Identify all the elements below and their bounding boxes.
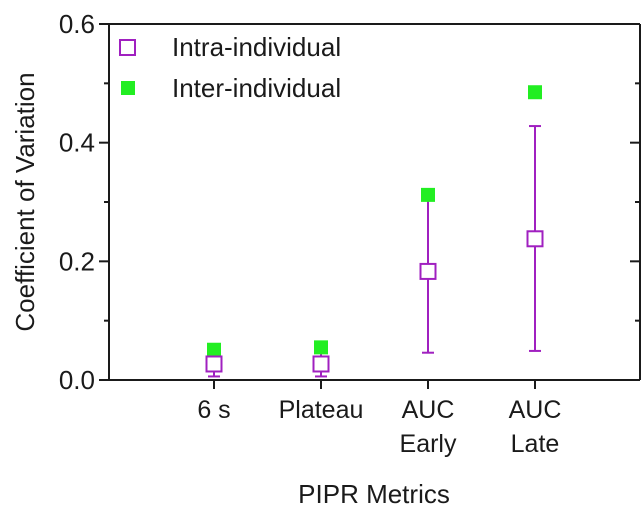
intra-individual-point — [205, 355, 223, 373]
intra-individual-point — [526, 230, 544, 248]
x-axis-label: PIPR Metrics — [298, 479, 450, 509]
inter-individual-point — [314, 340, 328, 355]
x-tick-label: Plateau — [279, 396, 364, 424]
x-ticks: 6 s Plateau AUC Early AUC Late — [197, 380, 561, 458]
inter-individual-point — [207, 342, 221, 357]
x-tick-label: 6 s — [197, 396, 230, 424]
legend-marker-intra — [119, 39, 136, 56]
data-marks — [205, 85, 544, 378]
legend-label-inter: Inter-individual — [172, 73, 341, 103]
y-tick-label: 0.6 — [59, 9, 95, 39]
legend: Intra-individual Inter-individual — [119, 32, 341, 103]
y-tick-label: 0.2 — [59, 246, 95, 276]
intra-individual-point — [419, 262, 437, 280]
x-tick-label: Early — [400, 430, 457, 458]
inter-individual-point — [421, 187, 435, 202]
inter-individual-point — [528, 85, 542, 100]
legend-marker-inter — [121, 81, 135, 95]
legend-label-intra: Intra-individual — [172, 32, 341, 62]
y-tick-label: 0.4 — [59, 128, 95, 158]
y-ticks: 0.0 0.2 0.4 0.6 — [59, 9, 640, 395]
x-tick-label: AUC — [509, 396, 562, 424]
y-axis-label: Coefficient of Variation — [10, 72, 40, 331]
x-tick-label: Late — [511, 430, 560, 458]
x-tick-label: AUC — [402, 396, 455, 424]
intra-individual-point — [312, 355, 330, 373]
y-tick-label: 0.0 — [59, 365, 95, 395]
